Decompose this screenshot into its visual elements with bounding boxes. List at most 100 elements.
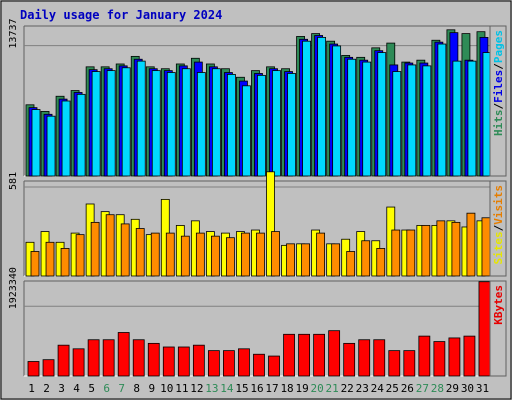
bar-kbytes-kbytes-3 xyxy=(57,344,70,377)
bar-traffic-pages-1 xyxy=(31,109,41,177)
bar-visits-visits-11 xyxy=(180,235,190,277)
bar-kbytes-kbytes-5 xyxy=(87,339,100,377)
bar-visits-visits-30 xyxy=(466,212,476,277)
bar-traffic-pages-13 xyxy=(211,68,221,177)
x-tick-label-4: 4 xyxy=(73,382,80,395)
bar-visits-visits-5 xyxy=(90,221,100,277)
bar-kbytes-kbytes-20 xyxy=(313,333,326,377)
bar-traffic-pages-21 xyxy=(332,45,342,177)
x-tick-label-31: 31 xyxy=(476,382,489,395)
bar-kbytes-kbytes-27 xyxy=(418,335,431,377)
bar-traffic-pages-25 xyxy=(392,71,402,177)
bar-visits-visits-16 xyxy=(256,232,265,277)
x-tick-label-9: 9 xyxy=(148,382,155,395)
x-tick-label-2: 2 xyxy=(43,382,50,395)
x-tick-label-16: 16 xyxy=(250,382,263,395)
x-tick-label-24: 24 xyxy=(371,382,385,395)
bar-kbytes-kbytes-4 xyxy=(72,348,85,377)
x-tick-label-28: 28 xyxy=(431,382,444,395)
bar-kbytes-kbytes-21 xyxy=(328,330,341,377)
x-tick-label-8: 8 xyxy=(133,382,140,395)
x-tick-label-15: 15 xyxy=(235,382,248,395)
bar-visits-sites-17 xyxy=(266,171,275,277)
legend-entry-visits: Visits xyxy=(492,185,505,225)
bar-visits-visits-6 xyxy=(105,214,115,277)
bar-visits-visits-28 xyxy=(436,220,446,277)
legend-entry-files: Files xyxy=(492,70,505,103)
x-tick-label-7: 7 xyxy=(118,382,125,395)
bar-kbytes-kbytes-16 xyxy=(253,353,265,377)
x-tick-label-6: 6 xyxy=(103,382,110,395)
bar-kbytes-kbytes-14 xyxy=(223,350,235,377)
x-tick-label-3: 3 xyxy=(58,382,65,395)
bar-visits-visits-26 xyxy=(406,229,416,277)
bar-traffic-pages-30 xyxy=(467,60,477,177)
bar-traffic-pages-27 xyxy=(422,65,432,177)
x-tick-label-1: 1 xyxy=(28,382,35,395)
bar-traffic-pages-28 xyxy=(437,43,447,177)
x-axis-labels: 1 2 3 4 5 6 7 8 9 10 11 12 13 14 15 16 17 18 19 20 21 22 23 24 2… xyxy=(28,382,489,395)
legend-visits: Sites/Visits xyxy=(492,185,505,265)
bar-visits-visits-19 xyxy=(301,243,310,277)
bar-visits-visits-17 xyxy=(271,231,280,277)
legend-separator: / xyxy=(492,63,505,70)
x-tick-label-11: 11 xyxy=(175,382,188,395)
bar-visits-visits-25 xyxy=(391,229,401,277)
bar-kbytes-kbytes-9 xyxy=(147,342,160,377)
panel-kbytes: 1923340 KBytes xyxy=(8,267,507,377)
bar-visits-visits-29 xyxy=(451,221,461,277)
bar-visits-visits-24 xyxy=(376,248,386,277)
x-tick-label-30: 30 xyxy=(461,382,474,395)
x-tick-label-27: 27 xyxy=(416,382,429,395)
bar-traffic-pages-6 xyxy=(106,70,116,177)
x-tick-label-29: 29 xyxy=(446,382,459,395)
legend-separator: / xyxy=(492,103,505,110)
bar-visits-visits-3 xyxy=(60,248,70,277)
x-tick-label-20: 20 xyxy=(311,382,324,395)
x-tick-label-25: 25 xyxy=(386,382,399,395)
bar-traffic-pages-17 xyxy=(272,70,281,177)
bar-traffic-pages-3 xyxy=(61,100,71,177)
bar-traffic-pages-9 xyxy=(151,70,161,177)
panel-traffic: 13737 Hits/Files/Pages xyxy=(8,18,507,177)
legend-box-traffic xyxy=(489,25,507,177)
y-tick-label-traffic: 13737 xyxy=(8,18,19,48)
bar-visits-visits-10 xyxy=(165,232,175,277)
bar-kbytes-kbytes-10 xyxy=(162,346,175,377)
bar-traffic-pages-19 xyxy=(302,40,311,177)
x-tick-label-14: 14 xyxy=(220,382,234,395)
bar-kbytes-kbytes-28 xyxy=(433,341,446,377)
bar-kbytes-kbytes-30 xyxy=(463,335,476,377)
legend-entry-hits: Hits xyxy=(492,110,505,137)
bar-kbytes-kbytes-11 xyxy=(177,346,190,377)
bar-kbytes-kbytes-18 xyxy=(283,333,295,377)
x-tick-label-22: 22 xyxy=(341,382,354,395)
x-tick-label-19: 19 xyxy=(295,382,308,395)
bar-visits-visits-18 xyxy=(286,243,295,277)
bar-visits-visits-22 xyxy=(346,251,356,277)
x-tick-label-12: 12 xyxy=(190,382,203,395)
bar-traffic-pages-5 xyxy=(91,71,101,177)
y-tick-label-visits: 581 xyxy=(8,172,19,190)
bar-visits-visits-8 xyxy=(135,228,145,277)
bar-kbytes-kbytes-6 xyxy=(102,339,115,377)
bar-kbytes-kbytes-25 xyxy=(388,350,401,377)
bar-traffic-pages-2 xyxy=(46,115,56,177)
legend-kbytes: KBytes xyxy=(492,285,505,325)
legend-traffic: Hits/Files/Pages xyxy=(492,30,505,136)
x-tick-label-10: 10 xyxy=(160,382,173,395)
bar-traffic-pages-23 xyxy=(362,61,372,177)
x-tick-label-5: 5 xyxy=(88,382,95,395)
bar-traffic-pages-14 xyxy=(227,74,236,177)
bar-visits-visits-23 xyxy=(361,240,371,277)
bar-traffic-pages-18 xyxy=(287,73,296,177)
bar-traffic-pages-10 xyxy=(166,72,176,177)
bar-visits-visits-27 xyxy=(421,225,431,277)
bar-traffic-pages-22 xyxy=(347,58,357,177)
bar-visits-visits-4 xyxy=(75,234,85,277)
bar-kbytes-kbytes-23 xyxy=(358,339,371,377)
